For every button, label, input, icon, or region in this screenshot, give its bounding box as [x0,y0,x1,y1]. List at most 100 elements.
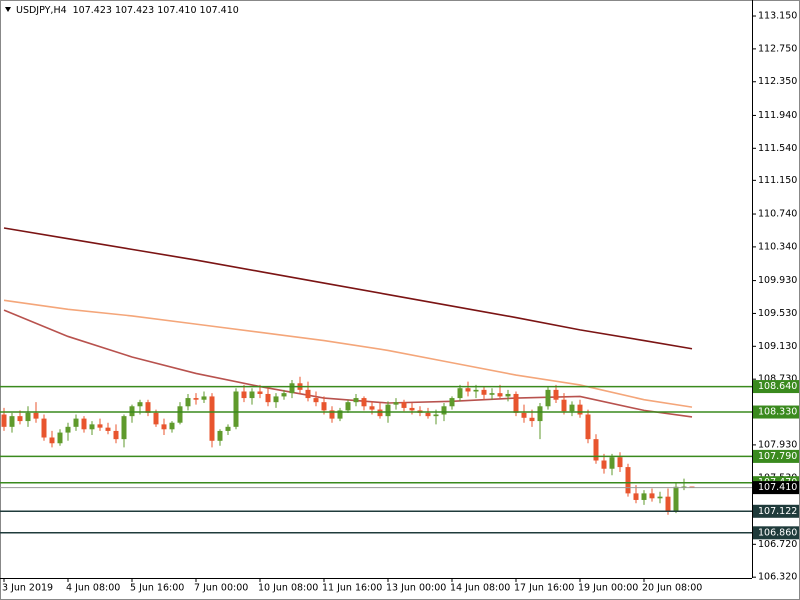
candle-body [89,424,95,430]
y-tick-label: 109.930 [758,275,797,286]
level-line-box [753,526,799,540]
candle-body [569,404,575,412]
candle-body [161,424,167,430]
candle-body [257,391,263,394]
candle-body [249,391,255,399]
candle-body [137,402,143,407]
candle-body [129,406,135,417]
y-tick-label: 109.530 [758,308,797,319]
candle-body [273,396,279,403]
level-line-label: 106.860 [758,527,797,538]
candle-body [425,412,431,417]
candle-body [57,432,63,444]
candle-body [73,418,79,427]
candle-body [497,393,503,397]
candle-body [545,389,551,407]
level-line-label: 107.790 [758,451,797,462]
candle-body [329,410,335,419]
x-tick-label: 19 Jun 00:00 [578,583,638,594]
y-tick-label: 111.540 [758,143,797,154]
candle-body [409,407,415,411]
candle-body [529,417,535,422]
y-tick-label: 108.730 [758,374,797,385]
candle-body [65,426,71,433]
y-tick-label: 110.740 [758,209,797,220]
candle-body [209,396,215,441]
candle-body [441,406,447,415]
candle-body [33,412,39,419]
candle-body [289,383,295,394]
y-tick-label: 106.720 [758,539,797,550]
candle-body [577,404,583,415]
candle-body [337,410,343,419]
candle-body [641,493,647,500]
candle-body [233,391,239,427]
y-tick-label: 110.340 [758,241,797,252]
candle-body [345,402,351,411]
x-tick-label: 10 Jun 08:00 [258,583,318,594]
candle-body [689,486,695,488]
candle-body [185,398,191,407]
candle-body [41,418,47,438]
candle-body [505,393,511,397]
candle-body [625,467,631,494]
candle-body [673,486,679,512]
x-tick-label: 5 Jun 16:00 [130,583,184,594]
candle-body [177,406,183,423]
candle-body [553,389,559,400]
candle-body [81,418,87,430]
candle-body [601,460,607,469]
candle-body [585,414,591,440]
candle-body [489,393,495,395]
y-tick-label: 113.150 [758,11,797,22]
candle-body [665,496,671,512]
candle-body [449,398,455,407]
y-tick-label: 112.350 [758,76,797,87]
candle-body [17,416,23,422]
candle-body [265,393,271,403]
candle-body [401,402,407,408]
candle-body [561,399,567,412]
level-line-label: 108.330 [758,407,797,418]
x-tick-label: 14 Jun 08:00 [450,583,510,594]
y-tick-label: 111.150 [758,175,797,186]
candle-body [321,402,327,411]
candle-body [465,388,471,392]
x-tick-label: 20 Jun 08:00 [642,583,702,594]
candle-body [281,393,287,397]
candle-body [241,391,247,399]
candle-body [369,406,375,410]
candle-body [25,412,31,422]
candle-body [353,398,359,403]
candle-body [305,389,311,399]
candle-body [145,402,151,413]
candle-body [473,389,479,392]
y-tick-label: 111.940 [758,110,797,121]
candle-body [393,402,399,405]
candle-body [649,493,655,499]
candle-body [169,422,175,430]
level-line-box [753,504,799,518]
moving-average [3,227,693,350]
candle-body [657,496,663,499]
moving-average [3,299,693,408]
level-line-box [753,405,799,419]
menu-triangle [5,7,11,12]
price-line-label: 107.410 [758,482,797,493]
candle-body [377,409,383,417]
candle-body [1,414,7,427]
x-tick-label: 4 Jun 08:00 [66,583,120,594]
candle-body [193,398,199,400]
candle-body [521,412,527,418]
y-tick-label: 112.750 [758,43,797,54]
y-tick-label: 106.320 [758,572,797,583]
candle-body [201,396,207,400]
candle-body [361,398,367,407]
candle-body [313,398,319,403]
candle-body [537,406,543,422]
candle-body [113,430,119,440]
chart-title: USDJPY,H4 107.423 107.423 107.410 107.410 [16,5,239,16]
level-line-label: 107.122 [758,506,797,517]
candle-body [97,424,103,428]
